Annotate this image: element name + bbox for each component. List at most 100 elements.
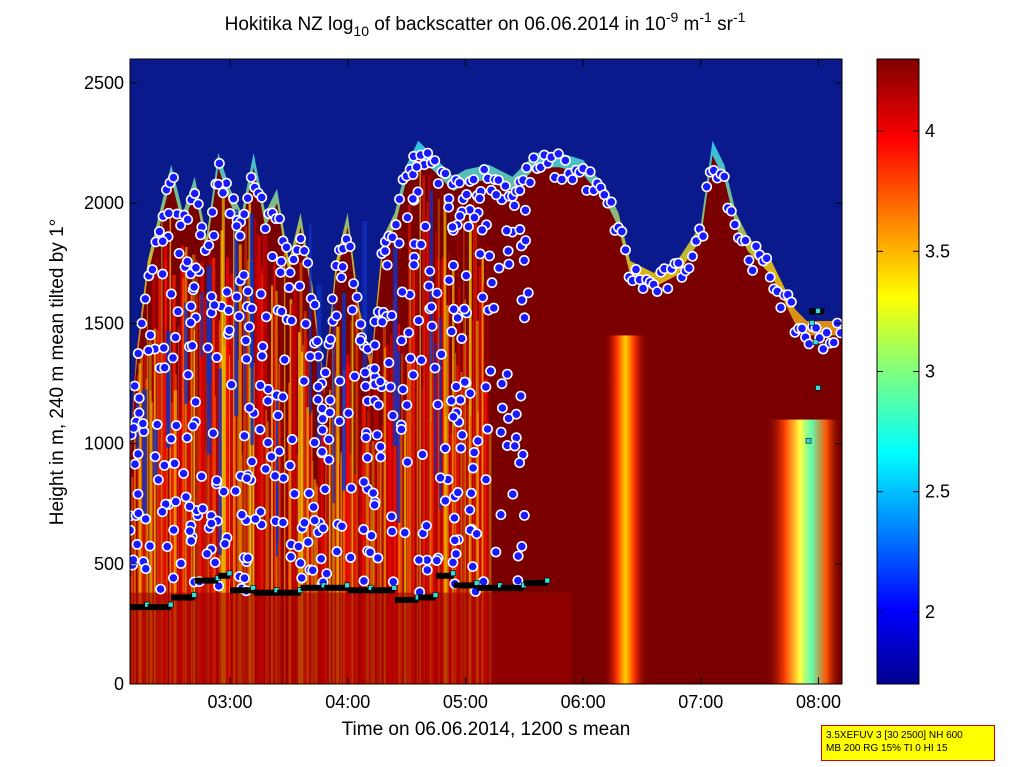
backscatter-streak bbox=[375, 345, 379, 684]
cloud-layer-marker bbox=[472, 435, 484, 447]
cloud-layer-marker bbox=[445, 395, 457, 407]
backscatter-streak bbox=[199, 294, 202, 684]
info-line-1: 3.5XEFUV 3 [30 2500] NH 600 bbox=[826, 730, 963, 741]
cloud-layer-marker bbox=[447, 259, 459, 271]
cloud-base-segment bbox=[418, 594, 436, 601]
colorbar-tick-label: 2.5 bbox=[925, 482, 950, 502]
cloud-layer-marker bbox=[242, 552, 254, 564]
clear-gap-streak bbox=[362, 220, 368, 387]
backscatter-streak bbox=[223, 345, 226, 684]
cloud-layer-marker bbox=[308, 501, 319, 513]
backscatter-streak bbox=[317, 410, 321, 684]
cloud-layer-marker bbox=[149, 451, 161, 463]
backscatter-streak bbox=[371, 441, 375, 684]
backscatter-streak bbox=[428, 175, 431, 684]
cloud-layer-marker bbox=[426, 320, 438, 332]
cloud-top-marker bbox=[521, 162, 532, 174]
cloud-layer-marker bbox=[130, 554, 139, 566]
cloud-layer-marker bbox=[385, 381, 396, 393]
cloud-layer-marker bbox=[209, 557, 221, 568]
cloud-layer-marker bbox=[249, 513, 261, 525]
cloud-layer-marker bbox=[284, 460, 296, 471]
cloud-base-segment bbox=[194, 577, 219, 584]
clear-gap-streak bbox=[396, 351, 401, 523]
cloud-layer-marker bbox=[175, 558, 187, 569]
backscatter-streak bbox=[398, 435, 402, 684]
backscatter-streak bbox=[309, 415, 312, 684]
cloud-base-square bbox=[391, 584, 398, 591]
cloud-layer-marker bbox=[172, 306, 184, 317]
cloud-layer-marker bbox=[372, 552, 384, 564]
cloud-top-marker bbox=[775, 302, 787, 313]
cloud-layer-marker bbox=[401, 399, 413, 411]
cloud-layer-marker bbox=[182, 369, 194, 381]
cloud-layer-marker bbox=[323, 454, 335, 466]
cloud-top-marker bbox=[139, 293, 151, 305]
backscatter-streak bbox=[138, 363, 142, 684]
y-axis-label: Height in m, 240 m mean tilted by 1° bbox=[47, 219, 68, 525]
backscatter-streak bbox=[281, 257, 283, 684]
cloud-layer-marker bbox=[273, 445, 285, 457]
cloud-top-marker bbox=[422, 147, 434, 159]
cloud-top-marker bbox=[786, 296, 797, 308]
backscatter-streak bbox=[244, 226, 248, 684]
backscatter-streak bbox=[131, 477, 134, 684]
cloud-layer-marker bbox=[405, 352, 416, 364]
cloud-layer-marker bbox=[467, 561, 479, 572]
colorbar-tick-label: 3.5 bbox=[925, 241, 950, 261]
backscatter-streak bbox=[449, 425, 452, 684]
backscatter-streak bbox=[415, 245, 418, 684]
cloud-top-marker bbox=[390, 219, 402, 231]
clear-gap-streak bbox=[316, 284, 322, 448]
cloud-layer-marker bbox=[309, 437, 320, 448]
cloud-top-marker bbox=[259, 223, 271, 234]
backscatter-streak bbox=[288, 382, 290, 684]
cloud-layer-marker bbox=[503, 258, 515, 270]
cloud-layer-marker bbox=[324, 394, 336, 406]
cloud-layer-marker bbox=[246, 456, 258, 467]
cloud-layer-marker bbox=[454, 210, 466, 222]
backscatter-streak bbox=[296, 454, 299, 684]
backscatter-streak bbox=[374, 369, 376, 684]
cloud-layer-marker bbox=[265, 451, 277, 463]
cloud-layer-marker bbox=[207, 427, 219, 439]
backscatter-streak bbox=[255, 256, 258, 684]
cloud-layer-marker bbox=[488, 302, 500, 314]
cloud-layer-marker bbox=[187, 420, 199, 432]
cloud-layer-marker bbox=[334, 415, 345, 427]
cloud-layer-marker bbox=[221, 286, 233, 298]
backscatter-streak bbox=[433, 379, 436, 684]
cloud-layer-marker bbox=[484, 250, 495, 262]
backscatter-streak bbox=[381, 425, 383, 684]
cloud-layer-marker bbox=[312, 381, 324, 393]
cloud-layer-marker bbox=[300, 318, 312, 330]
cloud-base-segment bbox=[277, 589, 301, 596]
backscatter-streak bbox=[356, 297, 359, 684]
cloud-layer-marker bbox=[201, 548, 213, 560]
cloud-layer-marker bbox=[144, 329, 156, 341]
cloud-layer-marker bbox=[317, 522, 329, 534]
cloud-layer-marker bbox=[360, 380, 371, 392]
backscatter-streak bbox=[395, 241, 397, 684]
backscatter-streak bbox=[348, 454, 352, 684]
backscatter-streak bbox=[159, 437, 162, 684]
backscatter-streak bbox=[293, 284, 296, 684]
cloud-base-square bbox=[250, 584, 256, 591]
cloud-layer-marker bbox=[346, 304, 358, 316]
cloud-layer-marker bbox=[180, 491, 192, 503]
cloud-layer-marker bbox=[439, 495, 451, 507]
cloud-layer-marker bbox=[223, 304, 235, 316]
cloud-base-square bbox=[432, 592, 439, 598]
cloud-layer-marker bbox=[369, 363, 380, 375]
cloud-layer-marker bbox=[448, 512, 460, 524]
cloud-base-segment bbox=[218, 572, 231, 579]
cloud-marker-layer bbox=[130, 147, 842, 611]
cloud-layer-marker bbox=[424, 265, 436, 277]
cloud-top-marker bbox=[764, 271, 776, 283]
backscatter-streak bbox=[411, 326, 413, 684]
cloud-top-marker bbox=[302, 257, 314, 269]
cloud-layer-marker bbox=[360, 431, 372, 443]
clear-gap-streak bbox=[218, 368, 222, 555]
backscatter-streak bbox=[388, 409, 392, 684]
cloud-top-marker bbox=[740, 235, 751, 246]
